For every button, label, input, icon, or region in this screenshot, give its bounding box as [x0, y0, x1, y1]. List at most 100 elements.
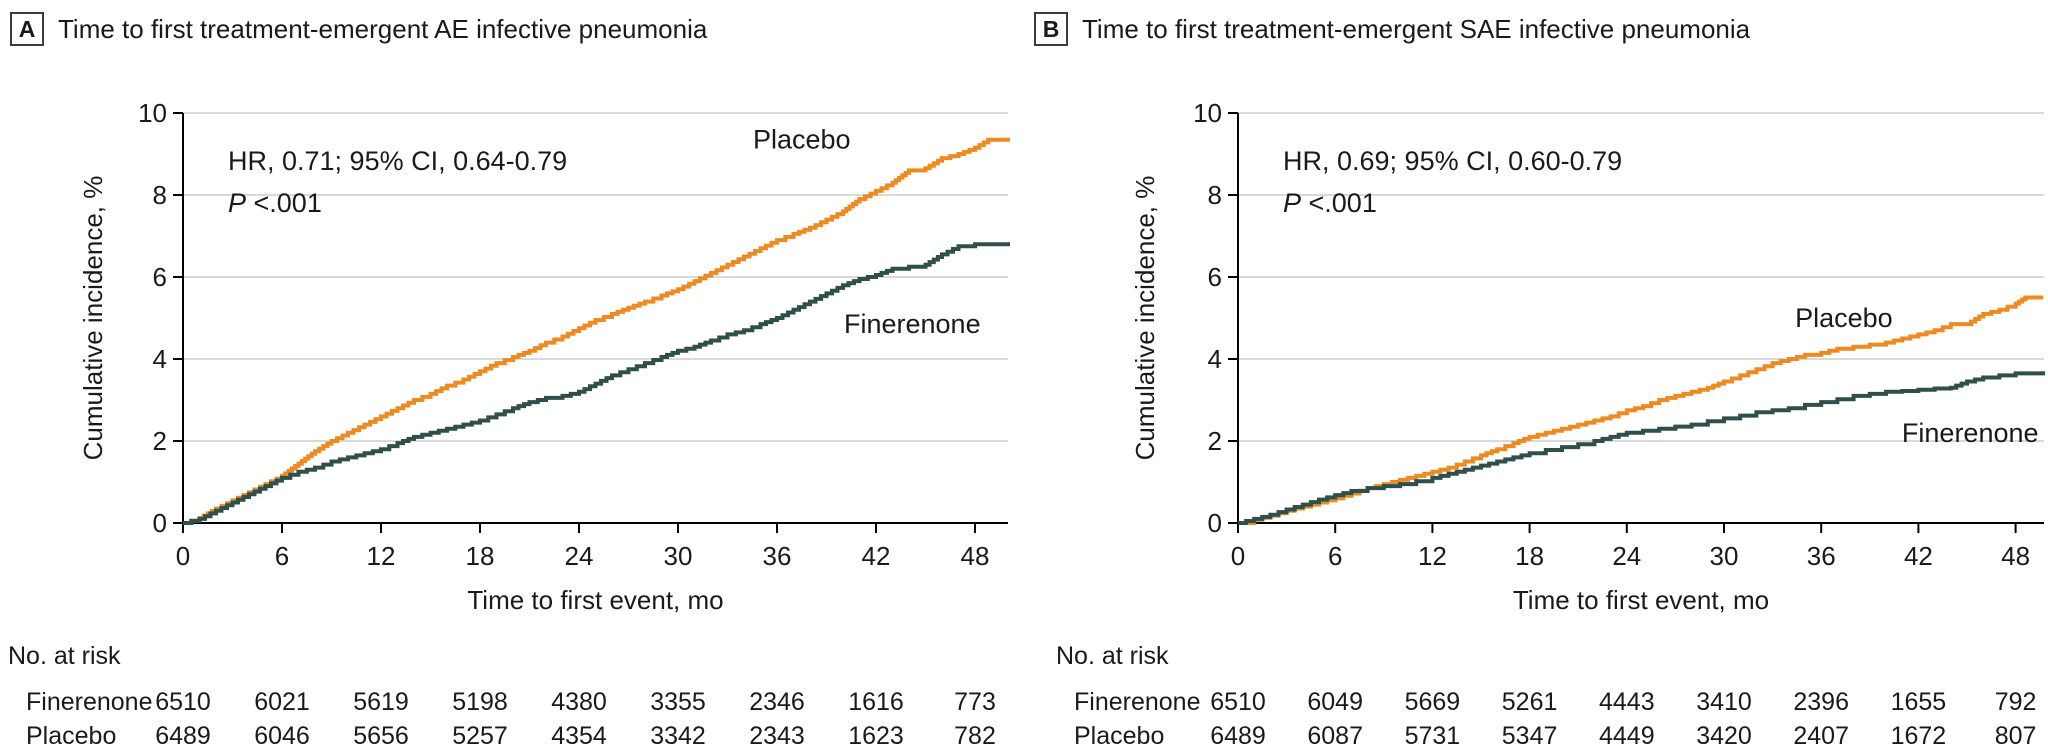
- panel-a-header: A Time to first treatment-emergent AE in…: [10, 12, 707, 46]
- risk-count: 782: [954, 722, 996, 749]
- panel-a: 0 2 4 6 8 10 0 6 12 18 24 30 36 42 48 Time to first eve…: [8, 12, 1010, 749]
- y-axis-title: Cumulative incidence, %: [78, 176, 108, 461]
- risk-count: 4354: [551, 722, 607, 749]
- curve-label-placebo: Placebo: [1795, 303, 1893, 333]
- panel-letter-a: A: [10, 12, 44, 46]
- risk-count: 6049: [1307, 688, 1363, 716]
- y-axis-title: Cumulative incidence, %: [1130, 176, 1160, 461]
- risk-count: 3355: [650, 688, 706, 716]
- hr-annotation: HR, 0.69; 95% CI, 0.60-0.79: [1283, 146, 1622, 176]
- risk-row-label-placebo: Placebo: [26, 722, 116, 749]
- curve-finerenone: [1238, 371, 2046, 525]
- risk-count: 5669: [1405, 688, 1461, 716]
- x-tick-label: 18: [1515, 541, 1544, 571]
- risk-count: 2346: [749, 688, 805, 716]
- risk-table-header: No. at risk: [1056, 642, 1169, 670]
- risk-count: 6046: [254, 722, 310, 749]
- y-tick-label: 8: [153, 180, 167, 210]
- x-axis-title: Time to first event, mo: [467, 585, 723, 615]
- risk-count: 6087: [1307, 722, 1363, 749]
- x-tick-label: 6: [1328, 541, 1342, 571]
- x-tick-label: 24: [1612, 541, 1641, 571]
- panel-letter-b: B: [1034, 12, 1068, 46]
- risk-count: 5257: [452, 722, 508, 749]
- chart-b: 0 2 4 6 8 10 0 6 12 18 24 30 36 42 48 Time to first eve…: [1024, 0, 2048, 749]
- risk-count: 1655: [1891, 688, 1947, 716]
- y-tick-label: 2: [153, 426, 167, 456]
- y-tick-label: 10: [1193, 98, 1222, 128]
- x-tick-label: 12: [1418, 541, 1447, 571]
- risk-count: 792: [1995, 688, 2037, 716]
- x-tick-label: 48: [2001, 541, 2030, 571]
- p-value-annotation: P <.001: [228, 188, 322, 218]
- risk-count: 2343: [749, 722, 805, 749]
- risk-count: 6489: [1210, 722, 1266, 749]
- risk-table-header: No. at risk: [8, 642, 121, 670]
- risk-row-label-finerenone: Finerenone: [1074, 688, 1200, 716]
- risk-row-label-finerenone: Finerenone: [26, 688, 152, 716]
- x-tick-label: 42: [1904, 541, 1933, 571]
- panel-b-header: B Time to first treatment-emergent SAE i…: [1034, 12, 1750, 46]
- y-tick-label: 4: [1208, 344, 1222, 374]
- y-tick-label: 10: [138, 98, 167, 128]
- risk-count: 5347: [1502, 722, 1558, 749]
- curve-label-finerenone: Finerenone: [844, 309, 981, 339]
- x-tick-label: 24: [565, 541, 594, 571]
- y-tick-label: 6: [153, 262, 167, 292]
- chart-a: 0 2 4 6 8 10 0 6 12 18 24 30 36 42 48 Time to first eve…: [8, 98, 1010, 749]
- risk-count: 5656: [353, 722, 409, 749]
- y-tick-label: 0: [153, 508, 167, 538]
- panel-title-a: Time to first treatment-emergent AE infe…: [58, 13, 708, 44]
- x-tick-label: 36: [763, 541, 792, 571]
- y-tick-label: 6: [1208, 262, 1222, 292]
- x-tick-label: 0: [176, 541, 190, 571]
- risk-count: 4449: [1599, 722, 1655, 749]
- risk-count: 1623: [848, 722, 904, 749]
- curve-placebo: [183, 137, 1010, 525]
- risk-count: 4443: [1599, 688, 1655, 716]
- risk-count: 6510: [155, 688, 211, 716]
- risk-count: 6510: [1210, 688, 1266, 716]
- x-tick-label: 0: [1231, 541, 1245, 571]
- x-tick-label: 48: [961, 541, 990, 571]
- curve-label-placebo: Placebo: [753, 125, 851, 155]
- x-tick-label: 36: [1807, 541, 1836, 571]
- risk-count: 3420: [1696, 722, 1752, 749]
- x-tick-label: 12: [367, 541, 396, 571]
- y-tick-label: 0: [1208, 508, 1222, 538]
- risk-count: 2407: [1793, 722, 1849, 749]
- risk-count: 5198: [452, 688, 508, 716]
- x-tick-label: 42: [862, 541, 891, 571]
- risk-count: 5731: [1405, 722, 1461, 749]
- curve-label-finerenone: Finerenone: [1902, 418, 2039, 448]
- y-tick-label: 2: [1208, 426, 1222, 456]
- risk-count: 3410: [1696, 688, 1752, 716]
- risk-count: 773: [954, 688, 996, 716]
- panel-title-b: Time to first treatment-emergent SAE inf…: [1082, 13, 1751, 44]
- x-axis-title: Time to first event, mo: [1513, 585, 1769, 615]
- risk-count: 807: [1995, 722, 2037, 749]
- x-tick-label: 30: [1710, 541, 1739, 571]
- risk-count: 4380: [551, 688, 607, 716]
- panel-b: 0 2 4 6 8 10 0 6 12 18 24 30 36 42 48 Time to first eve…: [1024, 0, 2048, 749]
- p-value-annotation: P <.001: [1283, 188, 1377, 218]
- y-tick-label: 8: [1208, 180, 1222, 210]
- risk-count: 6489: [155, 722, 211, 749]
- risk-count: 3342: [650, 722, 706, 749]
- x-tick-label: 30: [664, 541, 693, 571]
- y-tick-label: 4: [153, 344, 167, 374]
- risk-row-label-placebo: Placebo: [1074, 722, 1164, 749]
- x-tick-label: 18: [466, 541, 495, 571]
- x-tick-label: 6: [275, 541, 289, 571]
- risk-count: 6021: [254, 688, 310, 716]
- risk-count: 2396: [1793, 688, 1849, 716]
- risk-count: 1672: [1891, 722, 1947, 749]
- risk-count: 1616: [848, 688, 904, 716]
- risk-count: 5261: [1502, 688, 1558, 716]
- curve-finerenone: [183, 242, 1010, 525]
- risk-count: 5619: [353, 688, 409, 716]
- hr-annotation: HR, 0.71; 95% CI, 0.64-0.79: [228, 146, 567, 176]
